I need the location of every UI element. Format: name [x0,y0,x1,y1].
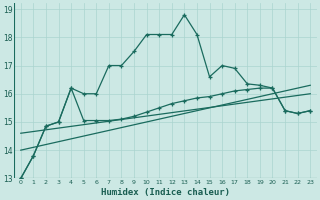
X-axis label: Humidex (Indice chaleur): Humidex (Indice chaleur) [101,188,230,197]
